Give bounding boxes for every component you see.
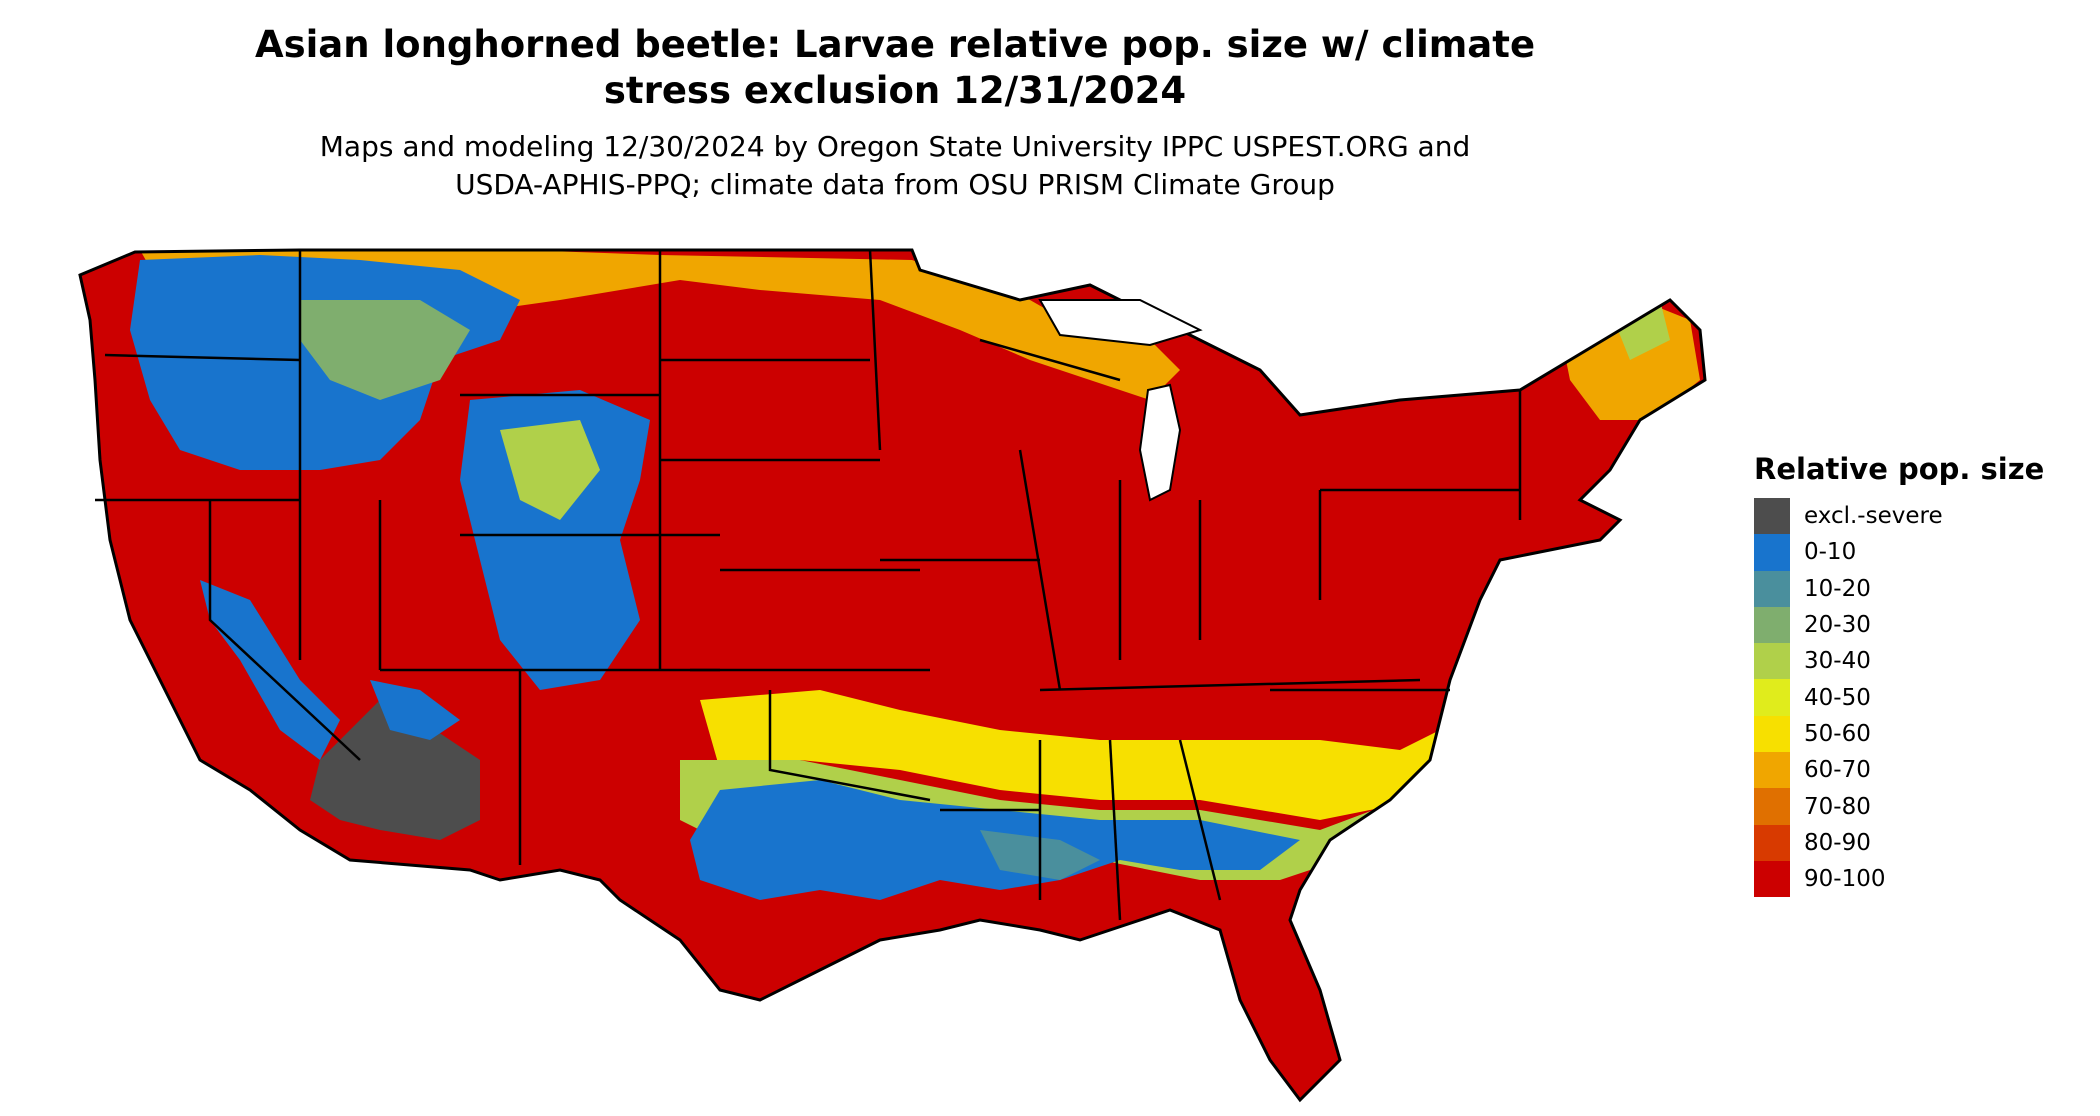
legend-swatch (1754, 534, 1790, 571)
map-subtitle-line-1: Maps and modeling 12/30/2024 by Oregon S… (319, 130, 1471, 163)
region-rockies-0-10 (460, 390, 650, 690)
legend-swatch (1754, 498, 1790, 535)
legend-label: 80-90 (1804, 829, 1871, 856)
legend-item: 80-90 (1754, 824, 2044, 861)
legend-item: 70-80 (1754, 788, 2044, 825)
legend-swatch (1754, 860, 1790, 898)
legend-item: excl.-severe (1754, 498, 2044, 535)
state-line-wi-mi (979, 338, 1121, 382)
map-title-line-2: stress exclusion 12/31/2024 (603, 69, 1187, 112)
legend-label: 10-20 (1804, 575, 1871, 602)
legend-title: Relative pop. size (1754, 452, 2045, 486)
state-line-ok-tx (768, 690, 931, 802)
legend-label: 90-100 (1804, 866, 1886, 893)
legend-swatch (1754, 570, 1790, 607)
region-rockies-30-40 (500, 420, 600, 520)
region-arizona-0-10 (370, 680, 460, 740)
legend-label: 0-10 (1804, 539, 1857, 566)
legend-item: 90-100 (1754, 860, 2044, 898)
legend-label: 60-70 (1804, 757, 1871, 784)
great-lakes (1038, 299, 1203, 502)
state-boundaries (95, 249, 1522, 921)
legend: Relative pop. size excl.-severe 0-10 10-20… (1754, 452, 2045, 898)
legend-item: 20-30 (1754, 606, 2044, 644)
legend-item: 10-20 (1754, 570, 2044, 607)
region-south-50-60 (700, 690, 1480, 820)
legend-item: 0-10 (1754, 534, 2044, 571)
state-line-wa-or (104, 353, 301, 362)
map-title-line-1: Asian longhorned beetle: Larvae relative… (254, 23, 1536, 66)
legend-swatch (1754, 824, 1790, 861)
region-sierra-0-10 (200, 580, 340, 760)
state-line-al (1108, 739, 1122, 921)
value-regions (130, 250, 1700, 900)
state-line-tn-ky (1039, 678, 1421, 692)
legend-item: 30-40 (1754, 643, 2044, 680)
legend-items: excl.-severe 0-10 10-20 20-30 30-40 40-50 50-6… (1754, 498, 2044, 898)
legend-swatch (1754, 606, 1790, 644)
legend-label: excl.-severe (1804, 503, 1943, 530)
map-subtitle-line-2: USDA-APHIS-PPQ; climate data from OSU PR… (455, 168, 1335, 201)
legend-swatch (1754, 643, 1790, 680)
map-subtitle: Maps and modeling 12/30/2024 by Oregon S… (200, 128, 1590, 204)
state-line-mo-east (1018, 449, 1062, 691)
lake-superior (1038, 299, 1203, 347)
region-northwest-20-30 (300, 300, 470, 400)
state-line-ca-nv (208, 500, 361, 761)
legend-item: 40-50 (1754, 679, 2044, 716)
legend-label: 70-80 (1804, 793, 1871, 820)
map-title: Asian longhorned beetle: Larvae relative… (200, 22, 1590, 114)
legend-label: 40-50 (1804, 684, 1871, 711)
lake-michigan (1138, 383, 1182, 502)
state-line-ga (1178, 739, 1222, 901)
legend-label: 50-60 (1804, 720, 1871, 747)
state-line-mn-west (868, 249, 882, 451)
legend-label: 30-40 (1804, 648, 1871, 675)
legend-item: 60-70 (1754, 752, 2044, 789)
legend-swatch (1754, 788, 1790, 825)
legend-swatch (1754, 679, 1790, 716)
legend-swatch (1754, 715, 1790, 753)
legend-item: 50-60 (1754, 715, 2044, 753)
legend-swatch (1754, 752, 1790, 789)
legend-label: 20-30 (1804, 612, 1871, 639)
conus-outline (78, 248, 1707, 1103)
